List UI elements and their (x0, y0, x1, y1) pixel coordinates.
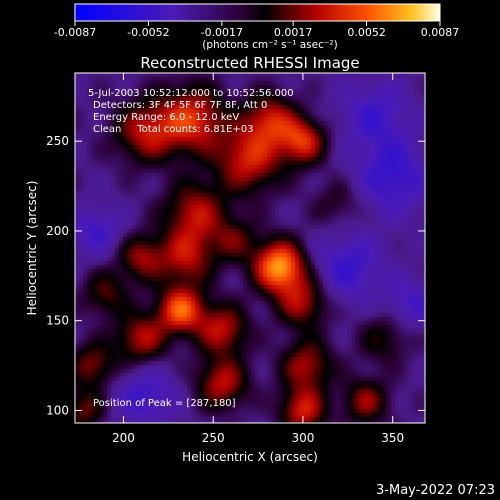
colorbar-tick-label-2: -0.0017 (201, 26, 243, 39)
colorbar-tick-label-4: 0.0052 (347, 26, 386, 39)
chart-title: Reconstructed RHESSI Image (140, 54, 359, 72)
y-axis-tick-labels: 100 150 200 250 (46, 134, 69, 417)
y-axis-label: Heliocentric Y (arcsec) (25, 181, 39, 316)
y-tick-label-200: 200 (46, 224, 69, 238)
annotation-detectors: Detectors: 3F 4F 5F 6F 7F 8F, Att 0 (93, 100, 267, 111)
x-tick-label-350: 350 (381, 431, 404, 445)
x-tick-label-300: 300 (291, 431, 314, 445)
annotation-time-range: 5-Jul-2003 10:52:12.000 to 10:52:56.000 (88, 88, 294, 99)
y-axis-ticks (75, 140, 425, 411)
heatmap-image (75, 73, 425, 423)
x-axis-label: Heliocentric X (arcsec) (182, 450, 318, 464)
footer-timestamp: 3-May-2022 07:23 (376, 483, 495, 498)
image-area (74, 72, 426, 424)
colorbar-tick-label-0: -0.0087 (54, 26, 96, 39)
annotation-energy-range: Energy Range: 6.0 - 12.0 keV (93, 112, 239, 123)
x-axis-ticks (122, 73, 394, 423)
x-tick-label-200: 200 (112, 431, 135, 445)
y-tick-label-100: 100 (46, 403, 69, 417)
plot-frame (74, 72, 426, 424)
colorbar: -0.0087 -0.0052 -0.0017 0.0017 0.0052 0.0087 … (54, 3, 459, 51)
y-tick-label-150: 150 (46, 314, 69, 328)
annotation-block: 5-Jul-2003 10:52:12.000 to 10:52:56.000 … (88, 88, 294, 135)
colorbar-gradient (74, 3, 441, 22)
x-tick-label-250: 250 (202, 431, 225, 445)
y-tick-label-250: 250 (46, 134, 69, 148)
peak-position-label: Position of Peak = [287,180] (93, 398, 236, 409)
x-axis-tick-labels: 200 250 300 350 (112, 431, 404, 445)
colorbar-unit-label: (photons cm⁻² s⁻¹ asec⁻²) (202, 39, 337, 51)
colorbar-tick-label-5: 0.0087 (421, 26, 460, 39)
colorbar-tick-label-3: 0.0017 (274, 26, 313, 39)
colorbar-ticks (74, 21, 441, 26)
colorbar-tick-labels: -0.0087 -0.0052 -0.0017 0.0017 0.0052 0.0087 (54, 26, 459, 39)
annotation-clean-counts: Clean Total counts: 6.81E+03 (93, 124, 253, 135)
colorbar-tick-label-1: -0.0052 (127, 26, 169, 39)
